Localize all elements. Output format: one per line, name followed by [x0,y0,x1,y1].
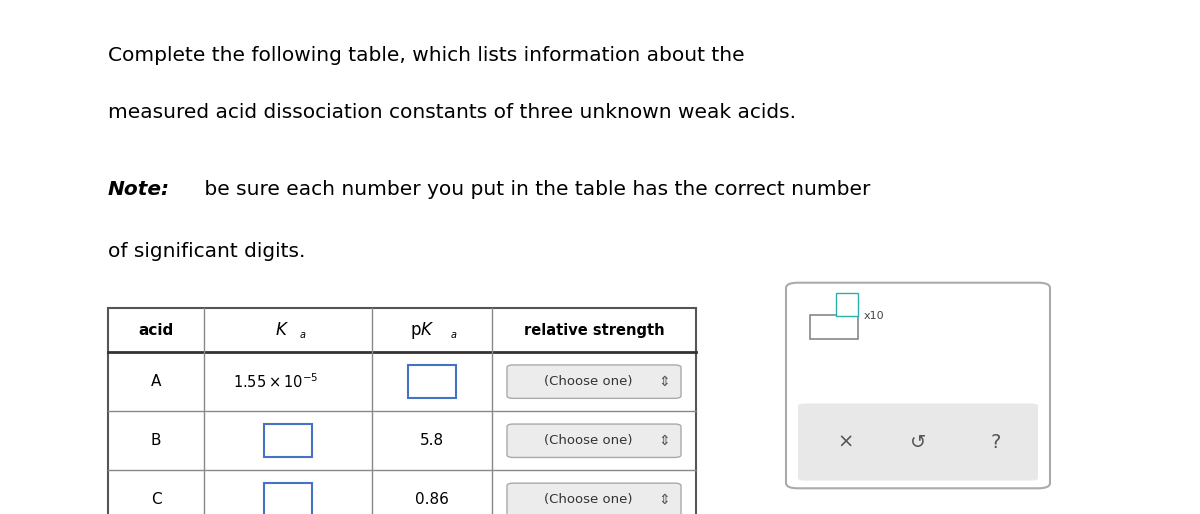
Text: Complete the following table, which lists information about the: Complete the following table, which list… [108,46,745,65]
Text: ⇕: ⇕ [658,493,670,507]
Text: A: A [151,374,161,389]
Text: C: C [151,492,161,507]
Text: be sure each number you put in the table has the correct number: be sure each number you put in the table… [198,180,870,199]
FancyBboxPatch shape [508,424,682,457]
Text: (Choose one): (Choose one) [544,375,632,388]
FancyBboxPatch shape [786,283,1050,488]
FancyBboxPatch shape [508,483,682,514]
FancyBboxPatch shape [836,293,858,316]
FancyBboxPatch shape [408,365,456,398]
Text: $1.55 \times 10^{-5}$: $1.55 \times 10^{-5}$ [233,372,319,391]
Text: p$K$: p$K$ [410,320,434,341]
FancyBboxPatch shape [264,483,312,514]
Text: $_{a}$: $_{a}$ [299,327,306,341]
Text: ⇕: ⇕ [658,375,670,389]
Text: of significant digits.: of significant digits. [108,242,305,261]
Text: acid: acid [138,323,174,338]
Text: 0.86: 0.86 [415,492,449,507]
FancyBboxPatch shape [810,315,858,339]
Text: ?: ? [991,433,1001,451]
Text: ×: × [838,433,854,451]
FancyBboxPatch shape [108,308,696,514]
Text: (Choose one): (Choose one) [544,493,632,506]
Text: $_{a}$: $_{a}$ [450,327,457,341]
Text: ⇕: ⇕ [658,434,670,448]
Text: ↺: ↺ [910,433,926,451]
Text: (Choose one): (Choose one) [544,434,632,447]
FancyBboxPatch shape [264,424,312,457]
Text: x10: x10 [864,311,884,321]
Text: measured acid dissociation constants of three unknown weak acids.: measured acid dissociation constants of … [108,103,796,122]
FancyBboxPatch shape [798,403,1038,481]
FancyBboxPatch shape [508,365,682,398]
Text: $K$: $K$ [275,321,289,339]
Text: Note:: Note: [108,180,170,199]
Text: 5.8: 5.8 [420,433,444,448]
Text: relative strength: relative strength [523,323,665,338]
Text: B: B [151,433,161,448]
